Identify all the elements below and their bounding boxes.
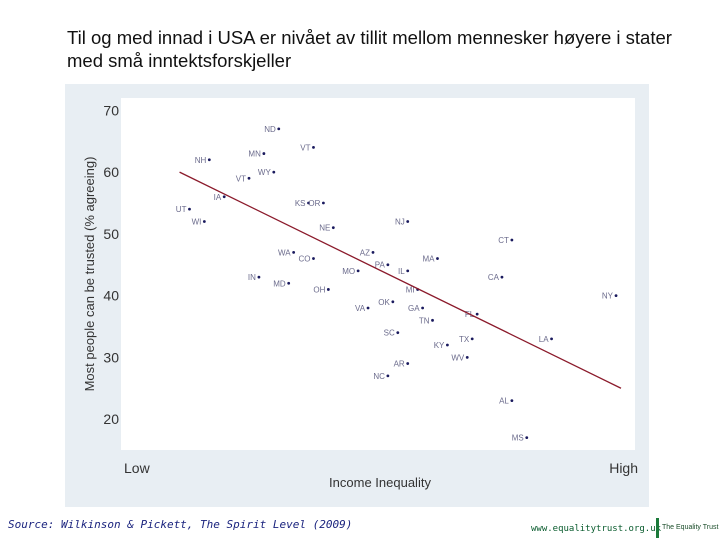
data-point xyxy=(500,275,504,279)
point-label: CT xyxy=(498,236,509,245)
data-point xyxy=(292,250,296,254)
data-point xyxy=(386,263,390,267)
point-label: KY xyxy=(434,341,445,350)
point-label: NH xyxy=(195,156,207,165)
point-label: IN xyxy=(248,273,256,282)
point-label: UT xyxy=(176,205,187,214)
data-point xyxy=(396,331,400,335)
data-point xyxy=(550,337,553,341)
data-point xyxy=(386,374,390,378)
point-label: NY xyxy=(602,292,614,301)
data-point xyxy=(312,146,315,149)
point-label: ND xyxy=(264,125,276,134)
data-point xyxy=(406,269,410,273)
point-label: KS xyxy=(295,199,306,208)
point-label: LA xyxy=(539,335,549,344)
point-label: VT xyxy=(300,143,310,152)
data-point xyxy=(307,201,310,205)
data-point xyxy=(431,318,434,322)
point-label: SC xyxy=(384,329,395,338)
data-point xyxy=(436,257,439,260)
point-label: CO xyxy=(298,255,310,264)
y-tick-label: 40 xyxy=(103,288,119,304)
data-point xyxy=(207,158,211,162)
point-label: MD xyxy=(273,279,286,288)
point-label: OH xyxy=(313,285,325,294)
equality-trust-logo: The Equality Trust xyxy=(656,518,720,538)
point-label: TN xyxy=(419,316,430,325)
y-tick-label: 20 xyxy=(103,411,119,427)
point-label: WI xyxy=(192,218,202,227)
data-point xyxy=(371,250,375,254)
point-label: TX xyxy=(459,335,470,344)
data-point xyxy=(406,220,410,223)
x-tick-high: High xyxy=(609,460,638,476)
point-label: MN xyxy=(248,150,261,159)
point-label: MI xyxy=(406,285,415,294)
trend-line xyxy=(179,171,622,389)
point-label: WV xyxy=(451,353,465,362)
y-axis-label: Most people can be trusted (% agreeing) xyxy=(82,157,97,392)
point-label: GA xyxy=(408,304,420,313)
scatter-chart: 20 30 40 50 60 70 ND MN VT NH WY VT IA KS OR UT WI NE NJ C… xyxy=(82,98,638,490)
data-point xyxy=(287,281,291,285)
data-point xyxy=(312,257,315,260)
data-point xyxy=(202,220,206,223)
data-point xyxy=(446,343,449,347)
point-label: WY xyxy=(258,168,272,177)
data-point xyxy=(222,195,226,199)
data-point xyxy=(272,170,276,174)
point-label: WA xyxy=(278,248,291,257)
data-point xyxy=(470,337,474,341)
data-point xyxy=(510,399,514,402)
data-point xyxy=(406,362,410,365)
point-label: VA xyxy=(355,304,366,313)
y-tick-label: 60 xyxy=(103,164,119,180)
y-tick-label: 70 xyxy=(103,102,119,118)
point-label: OK xyxy=(378,298,390,307)
data-point xyxy=(465,355,469,359)
point-label: AZ xyxy=(360,248,370,257)
point-label: IA xyxy=(214,193,222,202)
point-label: AR xyxy=(394,360,405,369)
x-axis-label: Income Inequality xyxy=(329,475,431,490)
x-tick-low: Low xyxy=(124,460,151,476)
point-label: VT xyxy=(236,174,246,183)
point-label: AL xyxy=(499,397,509,406)
point-label: MO xyxy=(342,267,355,276)
plot-area xyxy=(121,98,635,450)
data-point xyxy=(366,306,370,310)
data-point xyxy=(277,127,281,131)
data-point xyxy=(356,269,360,273)
point-label: NE xyxy=(319,224,330,233)
point-label: OR xyxy=(308,199,320,208)
y-tick-label: 50 xyxy=(103,226,119,242)
data-point xyxy=(614,294,618,298)
data-point xyxy=(188,207,191,211)
point-label: NC xyxy=(373,372,385,381)
website-link[interactable]: www.equalitytrust.org.uk xyxy=(531,524,662,534)
point-label: MA xyxy=(422,255,435,264)
point-label: CA xyxy=(488,273,500,282)
data-point xyxy=(421,306,424,310)
data-point xyxy=(257,275,261,279)
source-citation: Source: Wilkinson & Pickett, The Spirit … xyxy=(8,518,353,531)
data-point xyxy=(326,288,330,291)
data-point xyxy=(247,176,251,180)
data-point xyxy=(391,300,395,304)
point-label: MS xyxy=(512,434,524,443)
y-tick-label: 30 xyxy=(103,349,119,365)
point-label: PA xyxy=(375,261,386,270)
data-point xyxy=(510,238,514,242)
data-point xyxy=(475,312,479,316)
data-point xyxy=(262,152,266,155)
point-label: NJ xyxy=(395,218,405,227)
point-label: IL xyxy=(398,267,405,276)
page-title: Til og med innad i USA er nivået av till… xyxy=(67,27,672,71)
data-point xyxy=(331,226,335,230)
data-point xyxy=(322,201,325,205)
data-point xyxy=(525,436,529,440)
